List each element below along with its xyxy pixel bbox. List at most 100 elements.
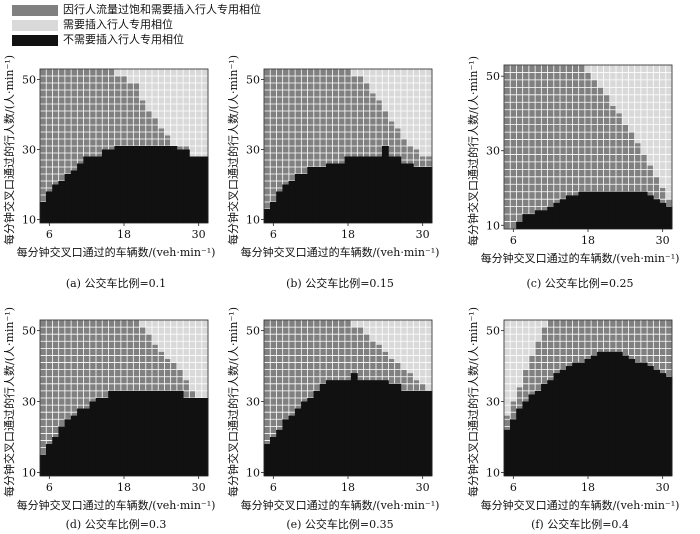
legend-item-none: 不需要插入行人专用相位 [12, 33, 184, 47]
none-fill-col-18 [609, 191, 617, 229]
saturated-cell-col-2 [46, 320, 53, 445]
x-axis-label: 每分钟交叉口通过的车辆数/(veh·min⁻¹) [241, 245, 440, 259]
saturated-cell-col-19 [616, 320, 623, 352]
none-fill-col-9 [313, 390, 321, 476]
none-fill-col-21 [164, 390, 172, 476]
none-fill-col-4 [58, 426, 66, 476]
saturated-cell-col-14 [344, 320, 352, 381]
saturated-cell-col-20 [158, 128, 165, 146]
saturated-cell-col-23 [176, 369, 184, 391]
none-fill-col-16 [597, 191, 604, 229]
x-axis-label: 每分钟交叉口通过的车辆数/(veh·min⁻¹) [17, 245, 216, 259]
saturated-cell-col-12 [108, 69, 115, 150]
none-fill-col-20 [158, 146, 165, 223]
y-tick-label-10: 10 [486, 219, 500, 232]
none-fill-col-17 [603, 191, 611, 229]
legend-swatch-need [12, 19, 58, 31]
none-fill-col-1 [39, 454, 47, 476]
saturated-cell-col-24 [647, 320, 654, 367]
saturated-cell-col-6 [295, 320, 302, 409]
none-fill-col-16 [133, 146, 140, 223]
none-fill-col-3 [276, 429, 284, 476]
y-axis-label: 每分钟交叉口通过的行人数/(人·min⁻¹) [466, 56, 480, 246]
none-fill-col-19 [615, 351, 623, 476]
saturated-cell-col-13 [578, 65, 586, 192]
legend-swatch-none [12, 34, 58, 46]
saturated-cell-col-8 [83, 69, 91, 157]
x-tick-label-30: 30 [192, 481, 206, 494]
none-fill-col-4 [282, 419, 290, 476]
x-tick-label-18: 18 [117, 228, 131, 241]
x-tick-label-6: 6 [270, 481, 277, 494]
saturated-cell-col-11 [102, 69, 109, 150]
none-fill-col-5 [64, 419, 72, 476]
saturated-cell-col-21 [164, 135, 171, 146]
saturated-cell-col-7 [301, 320, 308, 402]
none-fill-col-24 [406, 390, 414, 476]
none-fill-col-17 [603, 351, 611, 476]
saturated-cell-col-4 [282, 69, 290, 185]
none-fill-col-23 [400, 163, 408, 223]
none-fill-col-13 [114, 146, 122, 223]
saturated-cell-col-24 [407, 146, 414, 164]
saturated-cell-col-6 [535, 341, 542, 391]
saturated-cell-col-15 [591, 79, 598, 192]
none-fill-col-16 [597, 351, 604, 476]
x-axis-label: 每分钟交叉口通过的车辆数/(veh·min⁻¹) [481, 251, 680, 265]
none-fill-col-5 [288, 181, 296, 223]
saturated-cell-col-7 [541, 65, 548, 211]
y-tick-label-30: 30 [246, 144, 260, 157]
saturated-cell-col-23 [400, 139, 408, 164]
none-fill-col-5 [288, 415, 296, 476]
none-fill-col-23 [176, 390, 184, 476]
none-fill-col-24 [182, 149, 190, 223]
saturated-cell-col-12 [572, 65, 579, 196]
none-fill-col-13 [338, 163, 346, 223]
y-tick-label-50: 50 [486, 70, 500, 83]
y-axis-label: 每分钟交叉口通过的行人数/(人·min⁻¹) [466, 307, 480, 497]
none-fill-col-27 [425, 390, 433, 476]
none-fill-col-16 [357, 156, 364, 223]
none-fill-col-17 [363, 380, 371, 476]
saturated-cell-col-14 [584, 320, 592, 359]
saturated-cell-col-20 [622, 320, 629, 356]
saturated-cell-col-27 [665, 199, 673, 207]
none-fill-col-26 [419, 167, 427, 223]
chart-panel-3: 6 18 30 10 30 50 每分钟交叉口通过的车辆数/(veh·min⁻¹)每分钟交叉… [466, 56, 679, 290]
saturated-cell-col-15 [591, 320, 598, 356]
saturated-cell-col-22 [394, 362, 402, 384]
none-fill-col-22 [170, 146, 178, 223]
saturated-cell-col-3 [52, 320, 59, 437]
none-fill-col-25 [413, 167, 420, 223]
none-fill-col-14 [120, 146, 128, 223]
saturated-cell-col-20 [382, 351, 389, 381]
none-fill-col-15 [590, 355, 598, 476]
none-fill-col-26 [659, 202, 667, 229]
none-fill-col-3 [516, 408, 524, 476]
none-fill-col-9 [89, 401, 97, 476]
saturated-cell-col-18 [609, 320, 617, 352]
saturated-cell-col-19 [616, 113, 623, 192]
none-fill-col-9 [553, 373, 561, 476]
none-fill-col-27 [201, 398, 209, 476]
saturated-cell-col-8 [547, 320, 555, 381]
none-fill-col-4 [522, 214, 530, 229]
y-axis-label: 每分钟交叉口通过的行人数/(人·min⁻¹) [2, 307, 16, 497]
none-fill-col-11 [326, 163, 333, 223]
saturated-cell-col-3 [276, 320, 283, 430]
none-fill-col-23 [640, 191, 648, 229]
chart-panel-1: 6 18 30 10 30 50 每分钟交叉口通过的车辆数/(veh·min⁻¹)每分钟交叉… [2, 55, 215, 290]
saturated-cell-col-16 [357, 76, 364, 157]
none-fill-col-2 [270, 202, 277, 223]
none-fill-col-19 [375, 156, 383, 223]
none-fill-col-16 [133, 390, 140, 476]
saturated-cell-col-10 [560, 320, 567, 370]
none-fill-col-19 [375, 380, 383, 476]
none-fill-col-15 [126, 146, 134, 223]
none-fill-col-10 [95, 398, 103, 476]
x-tick-label-30: 30 [656, 481, 670, 494]
none-fill-col-22 [634, 362, 642, 476]
saturated-cell-col-19 [152, 344, 159, 391]
none-fill-col-6 [70, 415, 78, 476]
none-fill-col-8 [307, 167, 315, 223]
